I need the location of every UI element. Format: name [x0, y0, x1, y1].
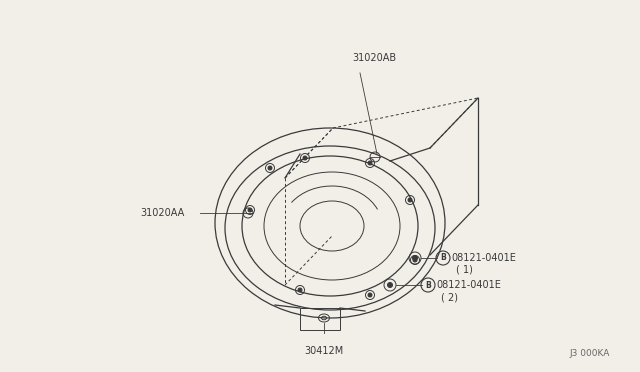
Text: 31020AB: 31020AB — [352, 53, 396, 63]
Ellipse shape — [413, 256, 417, 260]
Ellipse shape — [298, 288, 302, 292]
Text: 30412M: 30412M — [304, 346, 343, 356]
Text: ( 1): ( 1) — [456, 265, 473, 275]
Text: J3 000KA: J3 000KA — [570, 349, 610, 358]
Text: B: B — [425, 280, 431, 289]
Text: 08121-0401E: 08121-0401E — [451, 253, 516, 263]
Text: B: B — [440, 253, 446, 263]
Ellipse shape — [387, 282, 392, 288]
Text: ( 2): ( 2) — [441, 292, 458, 302]
Ellipse shape — [368, 293, 372, 297]
Text: 31020AA: 31020AA — [140, 208, 184, 218]
Ellipse shape — [248, 208, 252, 212]
Ellipse shape — [408, 198, 412, 202]
Ellipse shape — [268, 166, 272, 170]
Ellipse shape — [303, 156, 307, 160]
Text: 08121-0401E: 08121-0401E — [436, 280, 501, 290]
Ellipse shape — [368, 161, 372, 165]
Ellipse shape — [413, 258, 417, 262]
